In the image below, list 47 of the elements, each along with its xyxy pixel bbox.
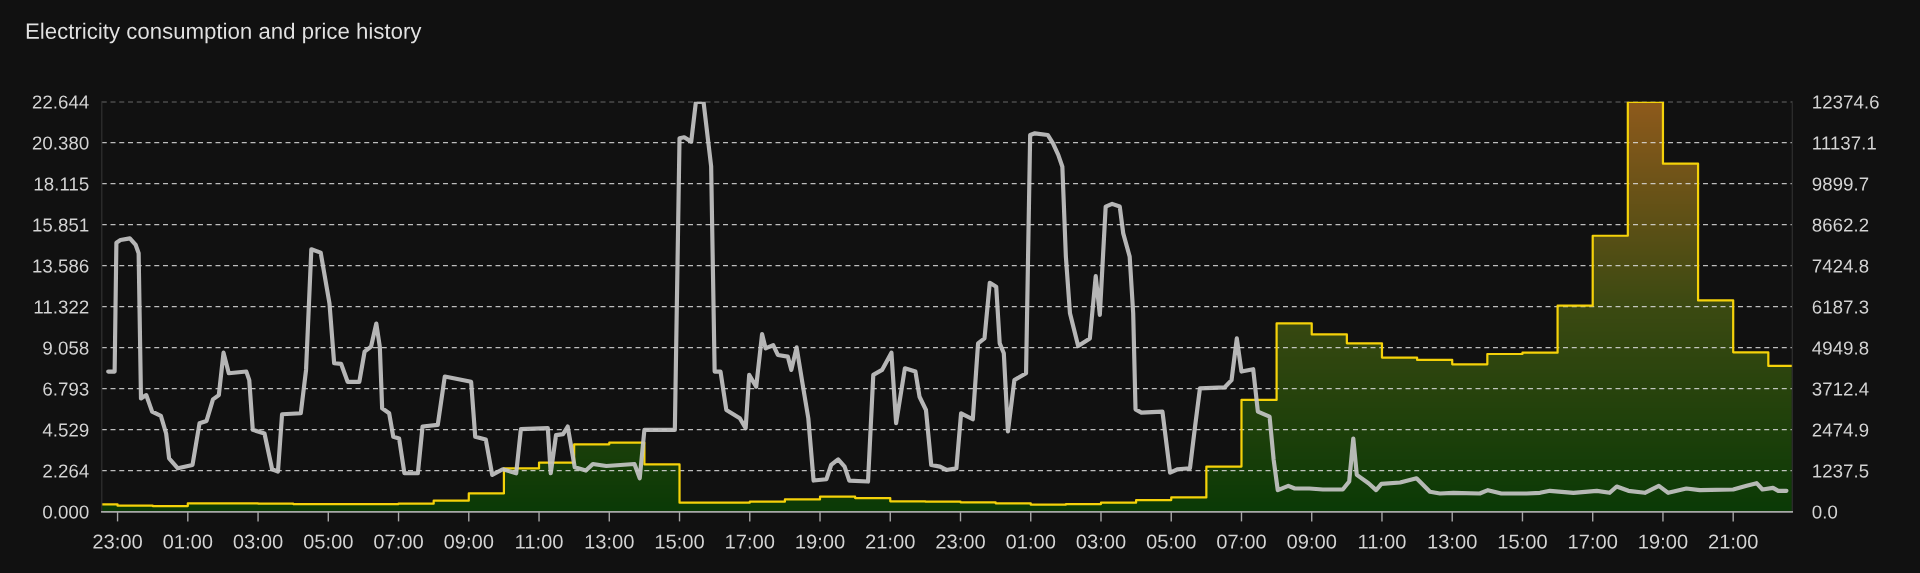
y2-tick-label: 6187.3	[1812, 300, 1869, 314]
x-tick-label: 11:00	[516, 534, 563, 549]
y2-tick-label: 2474.9	[1812, 423, 1869, 437]
y2-tick-label: 9899.7	[1812, 177, 1869, 191]
x-tick-label: 23:00	[93, 534, 142, 549]
x-tick-label: 03:00	[1076, 534, 1126, 549]
x-tick-label: 15:00	[655, 534, 704, 549]
y-tick-label: 9.058	[43, 341, 89, 355]
y-tick-label: 11.322	[34, 300, 89, 314]
chart-title: Electricity consumption and price history	[26, 22, 422, 44]
y2-tick-label: 1237.5	[1813, 464, 1869, 478]
x-tick-label: 05:00	[1146, 534, 1196, 549]
y-tick-label: 6.793	[43, 382, 89, 396]
x-tick-label: 13:00	[1428, 534, 1477, 549]
x-tick-label: 07:00	[374, 534, 423, 549]
x-tick-label: 19:00	[796, 534, 845, 549]
y2-tick-label: 4949.8	[1812, 341, 1869, 355]
x-tick-label: 17:00	[726, 534, 775, 549]
y2-tick-label: 11137.1	[1813, 136, 1876, 150]
y2-tick-label: 7424.8	[1812, 259, 1869, 273]
x-tick-label: 13:00	[585, 534, 634, 549]
y2-tick-label: 12374.6	[1813, 95, 1879, 109]
x-tick-label: 05:00	[303, 534, 353, 549]
x-tick-label: 21:00	[866, 534, 915, 549]
x-tick-label: 01:00	[1006, 534, 1056, 549]
y2-tick-label: 8662.2	[1812, 218, 1869, 232]
y-tick-label: 22.644	[32, 95, 89, 109]
x-tick-label: 19:00	[1639, 534, 1688, 549]
x-tick-label: 17:00	[1569, 534, 1618, 549]
x-tick-label: 03:00	[233, 534, 283, 549]
y-tick-label: 0.000	[43, 505, 89, 519]
x-tick-label: 11:00	[1359, 534, 1406, 549]
x-tick-label: 09:00	[444, 534, 494, 549]
y-tick-label: 2.264	[43, 464, 89, 478]
y2-tick-label: 3712.4	[1812, 382, 1869, 396]
x-tick-label: 15:00	[1498, 534, 1547, 549]
x-tick-label: 01:00	[163, 534, 213, 549]
x-tick-label: 23:00	[936, 534, 985, 549]
x-tick-label: 09:00	[1287, 534, 1337, 549]
y2-tick-label: 0.0	[1812, 505, 1838, 519]
y-tick-label: 4.529	[42, 423, 89, 437]
y-tick-label: 20.380	[32, 136, 89, 150]
x-tick-label: 07:00	[1217, 534, 1266, 549]
y-tick-label: 15.851	[33, 218, 89, 232]
y-tick-label: 13.586	[33, 259, 89, 273]
y-tick-label: 18.115	[34, 177, 89, 191]
x-tick-label: 21:00	[1709, 534, 1758, 549]
